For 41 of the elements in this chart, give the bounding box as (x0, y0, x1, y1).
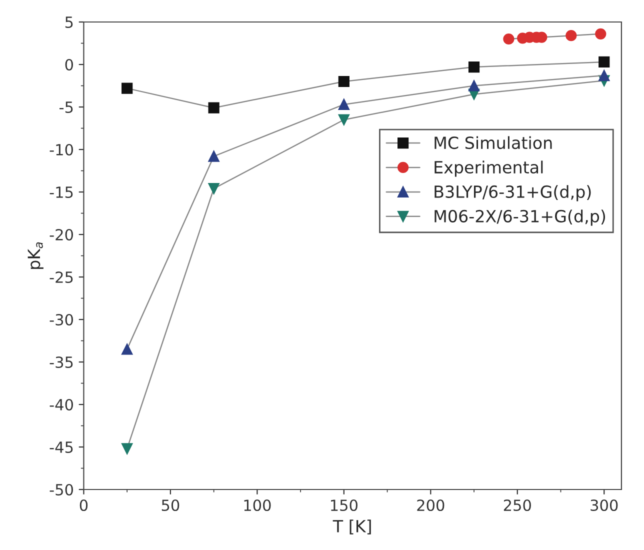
y-tick-label: 0 (65, 58, 73, 71)
x-tick-label: 300 (590, 499, 618, 512)
y-tick-label: -10 (50, 144, 73, 156)
point (208, 102, 220, 114)
legend-label: B3LYP/6-31+G(d,p) (434, 185, 591, 202)
legend-label: M06-2X/6-31+G(d,p) (434, 210, 606, 226)
point (598, 56, 610, 68)
point (503, 33, 514, 45)
point (208, 150, 220, 162)
y-tick-label: -40 (50, 398, 73, 411)
point (122, 443, 133, 454)
point (338, 76, 350, 88)
point (468, 80, 480, 92)
y-tick-label: -20 (50, 228, 73, 241)
x-axis-title: T [K] (332, 520, 371, 534)
point (595, 28, 606, 40)
y-tick-label: -15 (50, 186, 73, 198)
x-tick-label: 50 (162, 499, 180, 512)
point (208, 183, 220, 194)
legend-label: Experimental (434, 160, 543, 177)
y-tick-label: -45 (50, 442, 73, 454)
y-tick-label: -50 (50, 484, 73, 496)
y-axis-title: pK$_{a}$ (28, 242, 44, 269)
legend-label: MC Simulation (434, 136, 552, 150)
x-tick-label: 250 (504, 499, 531, 512)
point (338, 98, 350, 110)
x-tick-label: 0 (80, 499, 88, 512)
x-tick-label: 150 (331, 499, 358, 512)
x-tick-label: 200 (417, 499, 444, 512)
y-tick-label: -30 (50, 314, 73, 326)
point (338, 114, 350, 126)
point (468, 61, 480, 73)
point (566, 30, 577, 42)
y-tick-label: -5 (60, 102, 73, 114)
y-tick-label: -25 (50, 271, 73, 284)
y-tick-label: -35 (50, 356, 73, 368)
point (122, 344, 133, 355)
x-tick-label: 100 (244, 499, 271, 512)
point (122, 82, 133, 94)
point (598, 70, 610, 82)
y-tick-label: 5 (65, 16, 73, 28)
